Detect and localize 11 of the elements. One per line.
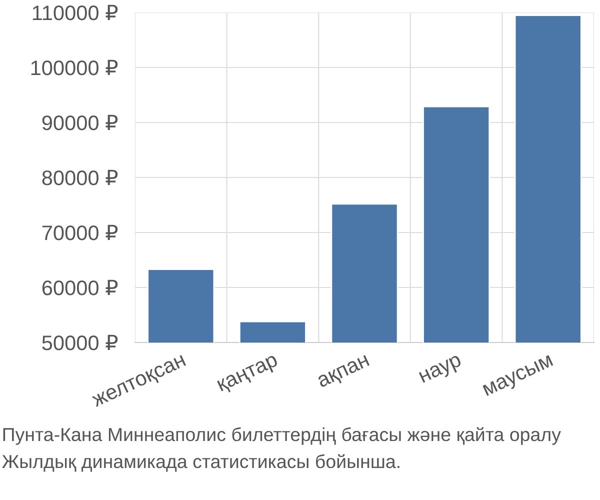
y-tick-label: 80000 ₽ [42, 170, 118, 186]
y-tick-label: 50000 ₽ [42, 334, 118, 350]
y-tick-label: 100000 ₽ [31, 60, 118, 76]
y-tick-label: 70000 ₽ [42, 224, 118, 240]
y-tick-label: 90000 ₽ [42, 114, 118, 130]
text: Жылдық динамикада статистикасы бойынша. [2, 454, 400, 472]
y-tick-label: 60000 ₽ [42, 280, 118, 296]
text: Пунта-Кана Миннеаполис билеттердің бағасы және қайта оралу [3, 427, 561, 445]
y-tick-label: 110000 ₽ [32, 4, 118, 20]
x-tick-label: наур [418, 354, 464, 387]
x-tick-label: ақпан [317, 354, 372, 392]
